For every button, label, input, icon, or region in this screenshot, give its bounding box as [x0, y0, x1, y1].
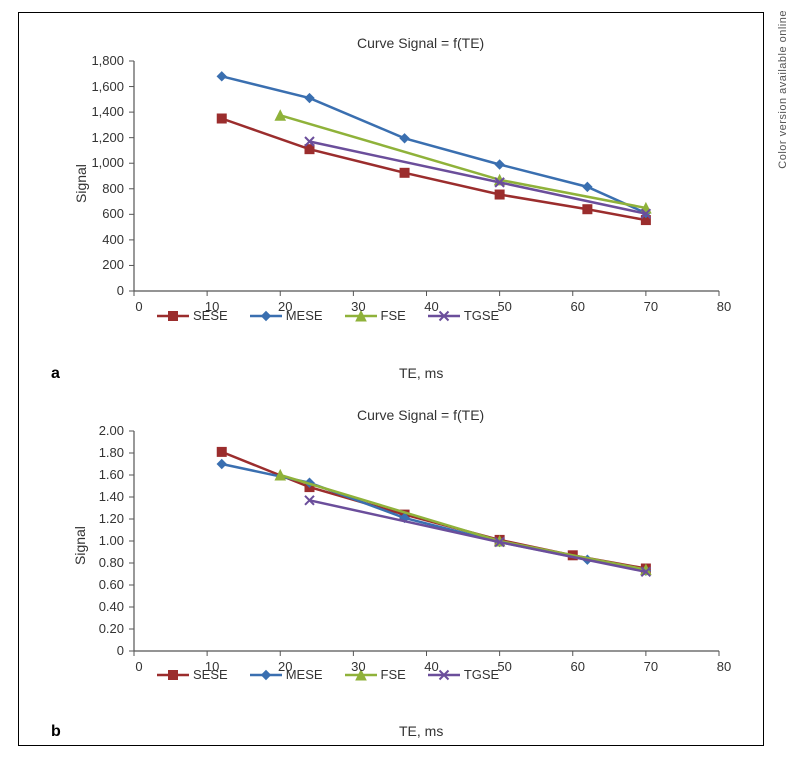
x-tick-label: 60 [563, 659, 593, 674]
y-tick-label: 1.20 [99, 511, 124, 526]
y-tick-label: 1.40 [99, 489, 124, 504]
y-tick-label: 1.60 [99, 467, 124, 482]
y-tick-label: 0.40 [99, 599, 124, 614]
y-tick-label: 0.60 [99, 577, 124, 592]
y-tick-label: 2.00 [99, 423, 124, 438]
x-tick-label: 40 [417, 659, 447, 674]
x-tick-label: 30 [343, 659, 373, 674]
side-caption: Color version available online [777, 10, 789, 169]
figure-frame: Curve Signal = f(TE) Signal SESEMESEFSET… [18, 12, 764, 746]
y-tick-label: 0.20 [99, 621, 124, 636]
x-tick-label: 0 [124, 659, 154, 674]
x-tick-label: 70 [636, 659, 666, 674]
y-tick-label: 0 [117, 643, 124, 658]
x-tick-label: 80 [709, 659, 739, 674]
x-tick-label: 20 [270, 659, 300, 674]
chart-b-ticks: 0 10 20 30 40 50 60 70 80 0 0.20 0.40 0.60 0.80 1.00 1.… [19, 13, 763, 745]
x-tick-label: 50 [490, 659, 520, 674]
y-tick-label: 1.80 [99, 445, 124, 460]
x-tick-label: 10 [197, 659, 227, 674]
page: Color version available online Curve Sig… [0, 0, 793, 759]
y-tick-label: 1.00 [99, 533, 124, 548]
y-tick-label: 0.80 [99, 555, 124, 570]
